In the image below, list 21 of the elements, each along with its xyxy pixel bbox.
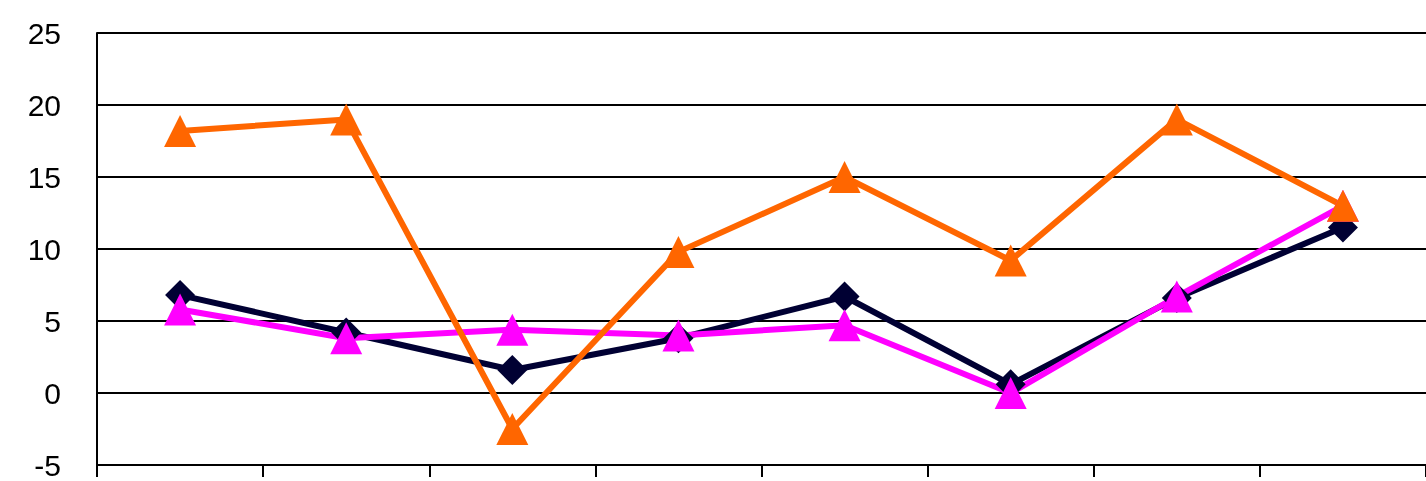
- y-tick-label: 5: [44, 304, 61, 338]
- point: [164, 293, 197, 326]
- y-tick-label: 25: [27, 16, 61, 50]
- point: [497, 354, 528, 385]
- point: [828, 161, 861, 193]
- y-tick-label: 10: [27, 232, 61, 266]
- y-tick-label: -5: [34, 448, 61, 481]
- point: [829, 281, 860, 312]
- point: [994, 377, 1027, 409]
- point: [496, 313, 529, 346]
- point: [828, 309, 861, 342]
- point: [496, 413, 529, 445]
- y-tick-label: 20: [27, 88, 61, 122]
- y-tick-label: 15: [27, 160, 61, 194]
- point: [662, 235, 695, 268]
- point: [994, 244, 1027, 277]
- point: [164, 114, 197, 147]
- y-tick-label: 0: [44, 376, 61, 410]
- point: [330, 322, 363, 355]
- point: [330, 103, 363, 136]
- point: [1160, 103, 1193, 136]
